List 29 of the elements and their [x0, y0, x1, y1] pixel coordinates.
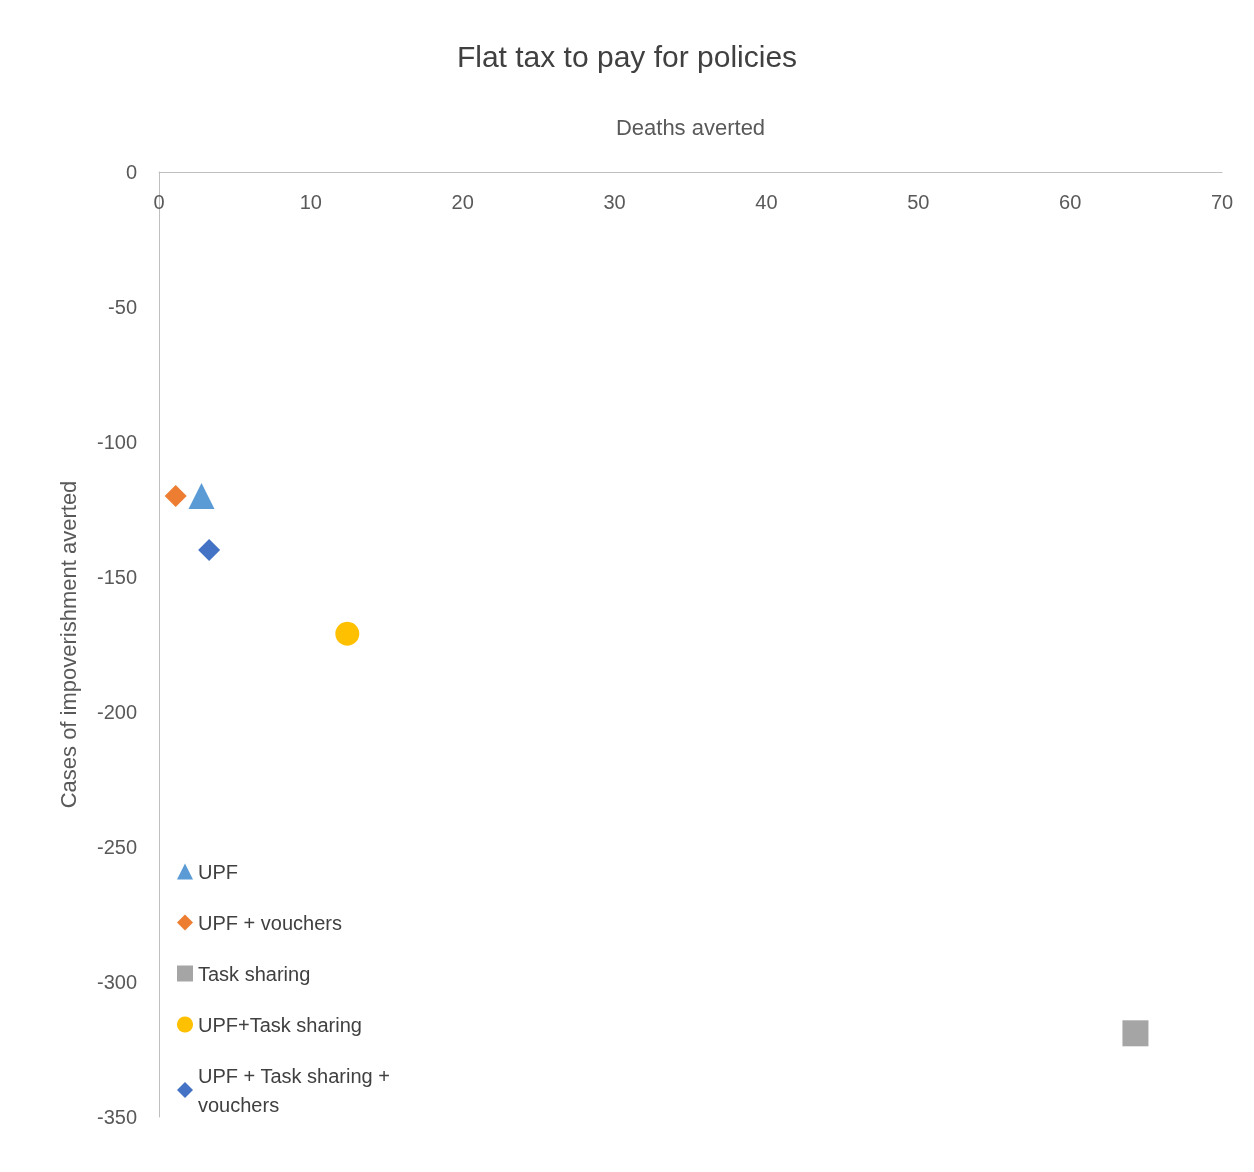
legend-label: Task sharing — [198, 962, 311, 985]
legend-label: UPF+Task sharing — [198, 1013, 362, 1036]
point — [164, 485, 187, 507]
y-tick-label: -350 — [96, 1106, 137, 1128]
x-tick-label: 50 — [907, 191, 930, 213]
y-tick-label: 0 — [125, 161, 137, 183]
x-tick-label: 0 — [153, 191, 165, 213]
y-tick-label: -250 — [96, 836, 137, 858]
legend-label: UPF + Task sharing + vouchers — [198, 1064, 396, 1116]
x-axis-title: Deaths averted — [615, 114, 766, 140]
x-tick-label: 20 — [451, 191, 474, 213]
x-tick-label: 70 — [1210, 191, 1234, 213]
point — [1122, 1020, 1149, 1047]
y-tick-label: -50 — [108, 296, 137, 318]
y-tick-label: -300 — [96, 971, 137, 993]
point — [335, 621, 360, 646]
legend-label: UPF + vouchers — [198, 911, 342, 934]
y-tick-label: -100 — [96, 431, 137, 453]
point — [198, 539, 221, 561]
x-tick-label: 30 — [603, 191, 626, 213]
x-tick-label: 10 — [299, 191, 322, 213]
y-axis-title: Cases of impoverishment averted — [55, 480, 81, 809]
legend-label: UPF — [198, 860, 238, 883]
x-tick-label: 40 — [755, 191, 778, 213]
chart-title: Flat tax to pay for policies — [456, 39, 798, 73]
y-tick-label: -150 — [96, 566, 137, 588]
point — [188, 483, 215, 509]
y-tick-label: -200 — [96, 701, 137, 723]
x-tick-label: 60 — [1059, 191, 1082, 213]
